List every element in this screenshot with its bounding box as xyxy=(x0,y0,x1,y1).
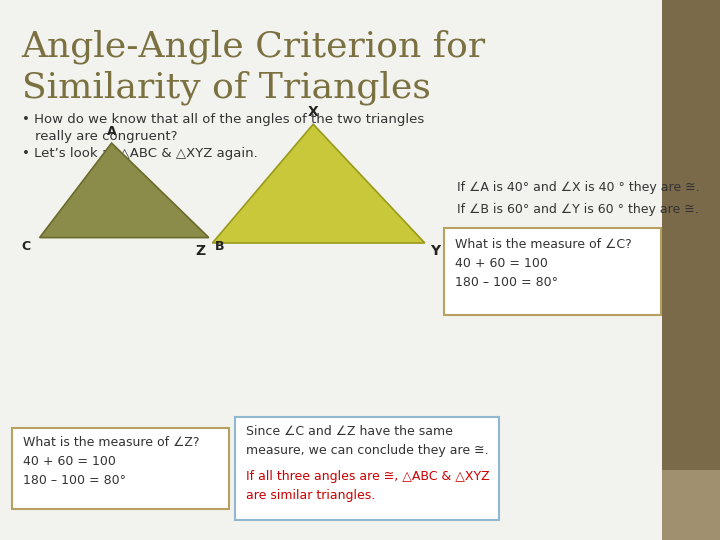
Text: If ∠A is 40° and ∠X is 40 ° they are ≅.: If ∠A is 40° and ∠X is 40 ° they are ≅. xyxy=(457,181,700,194)
Text: What is the measure of ∠Z?
40 + 60 = 100
180 – 100 = 80°: What is the measure of ∠Z? 40 + 60 = 100… xyxy=(23,436,199,487)
Text: Since ∠C and ∠Z have the same
measure, we can conclude they are ≅.: Since ∠C and ∠Z have the same measure, w… xyxy=(246,425,489,457)
Text: X: X xyxy=(308,105,318,119)
Text: What is the measure of ∠C?
40 + 60 = 100
180 – 100 = 80°: What is the measure of ∠C? 40 + 60 = 100… xyxy=(455,238,631,288)
Text: C: C xyxy=(21,240,30,253)
Polygon shape xyxy=(212,124,425,243)
FancyBboxPatch shape xyxy=(444,228,661,315)
Text: • Let’s look at △ABC & △XYZ again.: • Let’s look at △ABC & △XYZ again. xyxy=(22,147,257,160)
Text: A: A xyxy=(107,125,117,138)
FancyBboxPatch shape xyxy=(235,417,499,520)
Text: B: B xyxy=(215,240,224,253)
Text: really are congruent?: really are congruent? xyxy=(35,130,177,143)
Text: Z: Z xyxy=(195,244,205,258)
FancyBboxPatch shape xyxy=(662,470,720,540)
Text: Angle-Angle Criterion for: Angle-Angle Criterion for xyxy=(22,30,486,64)
Text: • How do we know that all of the angles of the two triangles: • How do we know that all of the angles … xyxy=(22,113,424,126)
Text: If ∠B is 60° and ∠Y is 60 ° they are ≅.: If ∠B is 60° and ∠Y is 60 ° they are ≅. xyxy=(457,202,699,215)
FancyBboxPatch shape xyxy=(0,0,662,540)
Text: Y: Y xyxy=(431,244,441,258)
Polygon shape xyxy=(40,143,209,238)
Text: Similarity of Triangles: Similarity of Triangles xyxy=(22,70,431,105)
FancyBboxPatch shape xyxy=(12,428,229,509)
FancyBboxPatch shape xyxy=(662,0,720,475)
Text: If all three angles are ≅, △ABC & △XYZ
are similar triangles.: If all three angles are ≅, △ABC & △XYZ a… xyxy=(246,470,490,502)
